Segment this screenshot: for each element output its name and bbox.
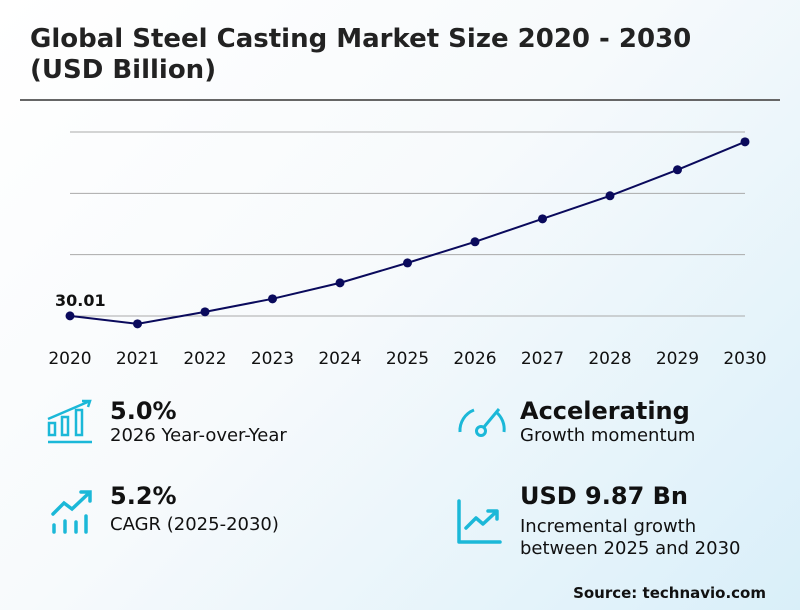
x-tick-label: 2024	[318, 349, 361, 369]
stat-incremental-label-1: Incremental growth	[520, 516, 697, 537]
x-tick-label: 2020	[48, 349, 91, 369]
series-line	[69, 140, 746, 325]
x-tick-label: 2026	[453, 349, 496, 369]
data-label: 30.01	[55, 291, 106, 310]
stat-yoy-label: 2026 Year-over-Year	[110, 425, 287, 446]
stat-incremental-value: USD 9.87 Bn	[520, 482, 688, 510]
data-point	[65, 311, 75, 321]
stat-momentum-value: Accelerating	[520, 397, 690, 425]
x-tick-label: 2023	[251, 349, 294, 369]
x-tick-label: 2025	[386, 349, 429, 369]
x-tick-label: 2028	[588, 349, 631, 369]
data-point	[335, 278, 345, 288]
data-point	[268, 294, 277, 304]
x-tick-label: 2030	[723, 349, 766, 369]
source-credit: Source: technavio.com	[573, 584, 766, 602]
x-tick-label: 2027	[521, 349, 564, 369]
data-point	[470, 237, 480, 247]
data-point	[133, 319, 142, 329]
data-point	[740, 137, 750, 147]
x-tick-label: 2029	[656, 349, 699, 369]
stat-cagr-label: CAGR (2025-2030)	[110, 514, 279, 535]
data-point	[605, 191, 615, 201]
data-point	[673, 165, 682, 175]
line-chart-up-icon	[457, 499, 502, 544]
stat-incremental-label-2: between 2025 and 2030	[520, 538, 741, 559]
title-divider	[20, 99, 780, 101]
trend-up-bars-icon	[51, 490, 92, 534]
data-point	[200, 307, 210, 317]
stat-momentum-label: Growth momentum	[520, 425, 696, 446]
data-point	[403, 258, 412, 268]
chart-title: Global Steel Casting Market Size 2020 - …	[30, 24, 692, 85]
speedometer-icon	[458, 408, 506, 437]
stat-yoy-value: 5.0%	[110, 397, 177, 425]
bar-chart-growth-icon	[47, 399, 92, 444]
stat-cagr-value: 5.2%	[110, 482, 177, 510]
line-chart: 2020 2021 2022 2023 2024 2025 2026 2027 2028 2029…	[48, 131, 767, 369]
x-tick-label: 2021	[116, 349, 159, 369]
x-tick-label: 2022	[183, 349, 226, 369]
data-point	[538, 214, 547, 224]
